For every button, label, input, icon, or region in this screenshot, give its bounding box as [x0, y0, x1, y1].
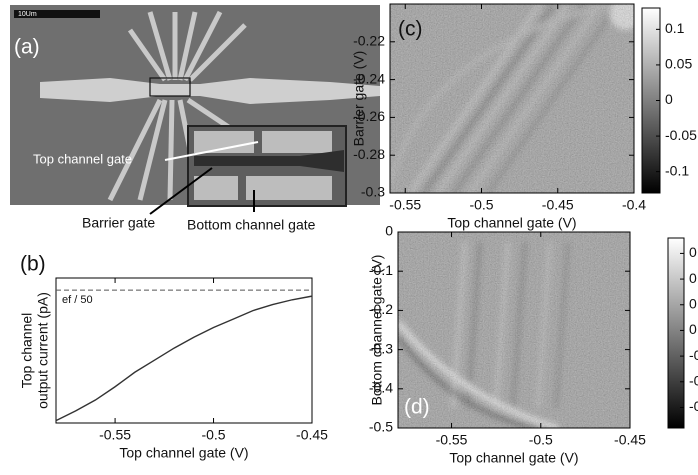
y-tick-label: -0.1: [369, 262, 393, 278]
zoom-box: [149, 77, 191, 97]
plot-frame: [397, 231, 631, 429]
colorbar-tick-label: -0.05: [689, 347, 698, 363]
colorbar-tick-label: -0.15: [689, 398, 698, 414]
x-axis-label: Top channel gate (V): [449, 450, 578, 466]
y-tick-label: -0.3: [361, 184, 385, 200]
colorbar-tick-label: 0.15: [689, 244, 698, 260]
colorbar-tick-label: -0.05: [665, 127, 697, 143]
y-tick-label: 0: [385, 223, 393, 239]
heatmap-noise: [398, 232, 630, 428]
scale-bar: [14, 10, 100, 18]
annotation: Top channel gate: [33, 151, 132, 166]
x-tick-label: -0.55: [436, 432, 468, 448]
y-axis-label: Top channel: [19, 313, 35, 389]
colorbar-tick-label: 0.05: [689, 295, 698, 311]
x-tick-label: -0.4: [622, 197, 646, 213]
x-tick-label: -0.45: [296, 427, 328, 443]
inset-gate: [246, 176, 332, 200]
leader-line: [149, 167, 213, 215]
x-tick-label: -0.5: [469, 197, 493, 213]
heatmap-image: [390, 4, 634, 193]
colorbar-tick-label: 0.05: [665, 56, 692, 72]
y-axis-label: Bottom channel gate (V): [369, 255, 385, 406]
y-tick-label: -0.4: [369, 380, 393, 396]
plot-frame: [389, 3, 635, 194]
y-tick-label: -0.22: [353, 33, 385, 49]
annotation: Bottom channel gate: [187, 217, 316, 233]
leader-line: [164, 141, 259, 161]
heatmap-noise: [390, 4, 634, 193]
colorbar: [667, 237, 685, 429]
x-axis-label: Top channel gate (V): [119, 445, 248, 461]
heatmap-image: [398, 232, 630, 428]
annotation: Barrier gate: [82, 215, 155, 231]
x-tick-label: -0.5: [529, 432, 553, 448]
y-tick-label: -0.28: [353, 146, 385, 162]
colorbar-tick-label: 0: [689, 321, 697, 337]
y-tick-label: -0.24: [353, 70, 385, 86]
colorbar-tick-label: -0.1: [665, 162, 689, 178]
x-tick-label: -0.5: [201, 427, 225, 443]
panel-label: (c): [398, 18, 423, 41]
y-tick-label: -0.5: [369, 419, 393, 435]
colorbar-tick-label: 0: [665, 91, 673, 107]
inset: [187, 125, 347, 207]
y-tick-label: -0.26: [353, 108, 385, 124]
colorbar-tick-label: 0.1: [689, 270, 698, 286]
x-tick-label: -0.55: [99, 427, 131, 443]
colorbar-tick-label: -0.1: [689, 372, 698, 388]
y-tick-label: -0.2: [369, 301, 393, 317]
inset-gate: [194, 131, 254, 153]
line-series: [55, 295, 313, 422]
micrograph: 10Um (a) Top channel gate Barrier gate B…: [10, 5, 380, 233]
channel-trace: [40, 78, 380, 104]
x-axis-label: Top channel gate (V): [447, 215, 576, 231]
x-tick-label: -0.55: [389, 197, 421, 213]
x-tick-label: -0.45: [542, 197, 574, 213]
inset-channel: [194, 150, 344, 172]
y-tick-label: -0.3: [369, 340, 393, 356]
y-axis-label: Barrier gate (V): [351, 51, 367, 147]
inset-gate: [194, 176, 238, 200]
reference-label: ef / 50: [62, 294, 93, 306]
panel-label: (b): [20, 253, 46, 276]
panel-label: (d): [404, 396, 430, 419]
y-axis-label: output current (pA): [35, 292, 51, 409]
colorbar-tick-label: 0.1: [665, 20, 685, 36]
inset-gate: [262, 131, 332, 153]
panel-label: (a): [14, 36, 40, 59]
scale-bar-label: 10Um: [18, 11, 37, 18]
x-tick-label: -0.45: [614, 432, 646, 448]
plot-frame: [55, 277, 313, 424]
